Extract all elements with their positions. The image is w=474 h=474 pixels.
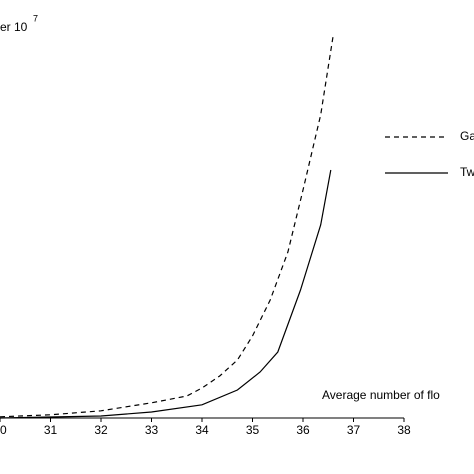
x-tick-label: 33 <box>145 423 159 437</box>
y-axis-label-exponent: 7 <box>33 13 38 23</box>
x-tick-label: 31 <box>44 423 58 437</box>
x-tick-label: 38 <box>397 423 411 437</box>
x-tick-label: 35 <box>246 423 260 437</box>
x-tick-label: 32 <box>94 423 108 437</box>
x-axis-label: Average number of flo <box>322 388 440 402</box>
x-tick-label: 37 <box>347 423 361 437</box>
x-tick-label: 36 <box>296 423 310 437</box>
legend-label: Tw <box>460 165 474 179</box>
x-tick-label: 34 <box>195 423 209 437</box>
series-line <box>0 34 334 418</box>
y-axis-label: er 10 <box>0 20 28 34</box>
legend-label: Ga <box>460 129 474 143</box>
x-tick-label: 0 <box>0 423 7 437</box>
series-line <box>0 169 332 419</box>
